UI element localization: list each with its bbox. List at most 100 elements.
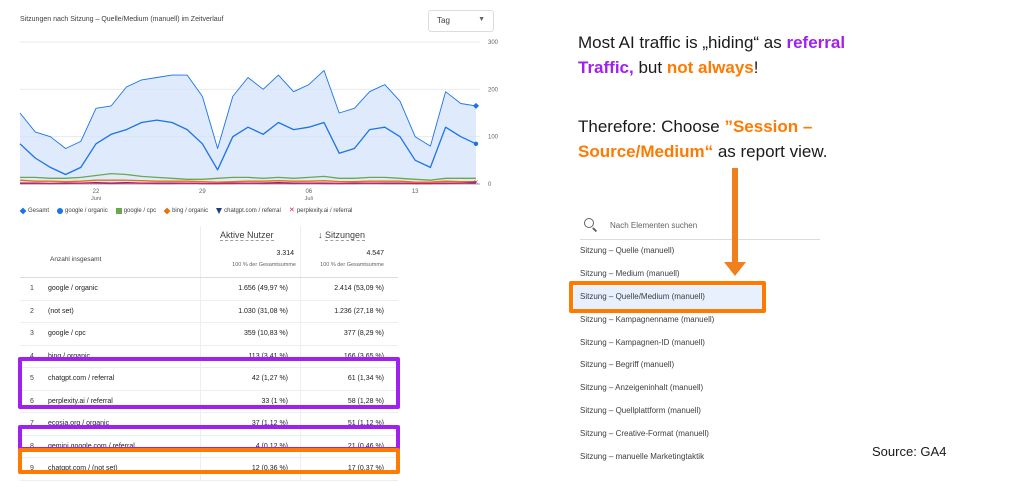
menu-item[interactable]: Sitzung – Kampagnenname (manuell) xyxy=(580,314,715,324)
row-active-users: 42 (1,27 %) xyxy=(251,375,288,382)
data-point xyxy=(384,180,386,182)
data-point xyxy=(293,183,295,185)
data-point xyxy=(323,183,325,185)
row-dimension[interactable]: google / organic xyxy=(48,285,98,292)
table-row[interactable]: 8 gemini.google.com / referral 4 (0,12 %) 2… xyxy=(20,435,398,458)
menu-item[interactable]: Sitzung – Kampagnen-ID (manuell) xyxy=(580,337,705,347)
dimension-search[interactable] xyxy=(580,212,820,240)
search-input[interactable] xyxy=(610,216,810,234)
data-point xyxy=(202,181,204,183)
data-point xyxy=(308,182,310,184)
data-point xyxy=(126,182,128,184)
data-point xyxy=(156,183,158,185)
legend-item[interactable]: Gesamt xyxy=(19,207,49,215)
data-point xyxy=(80,177,82,179)
legend-item[interactable]: chatgpt.com / referral xyxy=(216,208,281,214)
data-point xyxy=(384,126,386,128)
data-point xyxy=(247,177,249,179)
highlight-referral-purple xyxy=(18,357,400,409)
data-point xyxy=(202,183,204,185)
granularity-value: Tag xyxy=(437,16,450,25)
legend-item[interactable]: bing / organic xyxy=(163,207,208,215)
data-point xyxy=(369,177,371,179)
data-point xyxy=(293,91,295,93)
data-point xyxy=(430,167,432,169)
data-point xyxy=(19,183,21,185)
table-row[interactable]: 7 ecosia.org / organic 37 (1,12 %) 51 (1,12… xyxy=(20,413,398,436)
menu-item[interactable]: Sitzung – Quelle/Medium (manuell) xyxy=(574,285,764,309)
data-point xyxy=(19,143,21,145)
data-point xyxy=(110,179,112,181)
arrow-down-icon xyxy=(724,262,746,276)
data-point xyxy=(95,143,97,145)
data-point xyxy=(171,122,173,124)
data-point xyxy=(369,129,371,131)
data-point xyxy=(65,148,67,150)
menu-item[interactable]: Sitzung – Creative-Format (manuell) xyxy=(580,429,709,439)
table-row[interactable]: 2 (not set) 1.030 (31,08 %) 1.236 (27,18 %) xyxy=(20,300,398,323)
data-point xyxy=(460,103,462,105)
granularity-dropdown[interactable]: Tag ▼ xyxy=(428,10,494,32)
data-point xyxy=(156,119,158,121)
data-point xyxy=(247,77,249,79)
column-header-sessions[interactable]: ↓ Sitzungen xyxy=(318,230,366,241)
row-active-users: 4 (0,12 %) xyxy=(255,442,288,450)
row-sessions: 61 (1,34 %) xyxy=(347,375,384,382)
legend-swatch xyxy=(216,208,223,214)
legend-swatch xyxy=(19,207,27,215)
data-point xyxy=(156,77,158,79)
x-tick-sublabel: Juli xyxy=(305,196,313,202)
menu-item[interactable]: Sitzung – manuelle Marketingtaktik xyxy=(580,452,705,462)
row-dimension[interactable]: (not set) xyxy=(48,307,74,315)
menu-item[interactable]: Sitzung – Medium (manuell) xyxy=(580,268,680,278)
data-point xyxy=(323,70,325,72)
table-row[interactable]: 1 google / organic 1.656 (49,97 %) 2.414 (5… xyxy=(20,278,398,301)
data-point xyxy=(217,148,219,150)
data-point xyxy=(278,177,280,179)
row-sessions: 17 (0,37 %) xyxy=(347,465,384,472)
data-point xyxy=(308,180,310,182)
row-sessions: 1.236 (27,18 %) xyxy=(334,307,384,315)
data-point xyxy=(50,183,52,185)
data-point xyxy=(19,177,21,179)
data-point xyxy=(445,180,447,182)
row-index: 2 xyxy=(30,307,34,315)
row-dimension[interactable]: chatgpt.com / referral xyxy=(48,375,115,382)
table-row[interactable]: 3 google / cpc 359 (10,83 %) 377 (8,29 %) xyxy=(20,323,398,346)
menu-item[interactable]: Sitzung – Quelle (manuell) xyxy=(580,246,675,255)
menu-item[interactable]: Sitzung – Quellplattform (manuell) xyxy=(580,406,701,416)
dimension-menu: Sitzung – Quelle (manuell) Sitzung – Medi… xyxy=(574,240,764,469)
row-dimension[interactable]: perplexity.ai / referral xyxy=(48,397,113,405)
table-row[interactable]: 5 chatgpt.com / referral 42 (1,27 %) 61 (1,… xyxy=(20,368,398,391)
row-dimension[interactable]: bing / organic xyxy=(48,352,91,360)
sort-desc-icon: ↓ xyxy=(318,230,323,240)
data-point xyxy=(19,112,21,114)
table-row[interactable]: 9 chatgpt.com / (not set) 12 (0,36 %) 17 (0… xyxy=(20,458,398,481)
legend-item[interactable]: ✕ perplexity.ai / referral xyxy=(289,207,353,214)
data-point xyxy=(354,148,356,150)
data-point xyxy=(232,136,234,138)
series-line xyxy=(20,172,476,181)
data-point xyxy=(171,183,173,185)
table-row[interactable]: 6 perplexity.ai / referral 33 (1 %) 58 (1,2… xyxy=(20,390,398,413)
column-header-active-users[interactable]: Aktive Nutzer xyxy=(220,230,274,241)
legend-item[interactable]: google / organic xyxy=(57,208,108,214)
legend-item[interactable]: google / cpc xyxy=(115,208,156,214)
data-point xyxy=(202,96,204,98)
chevron-down-icon: ▼ xyxy=(478,16,485,23)
data-point xyxy=(414,136,416,138)
menu-item[interactable]: Sitzung – Begriff (manuell) xyxy=(580,360,675,370)
row-dimension[interactable]: chatgpt.com / (not set) xyxy=(48,465,118,472)
data-point xyxy=(445,178,447,180)
data-point xyxy=(338,178,340,180)
data-point xyxy=(445,91,447,93)
row-dimension[interactable]: ecosia.org / organic xyxy=(48,420,110,427)
data-point xyxy=(384,183,386,185)
data-point xyxy=(95,182,97,184)
data-point xyxy=(399,100,401,102)
table-row[interactable]: 4 bing / organic 113 (3,41 %) 166 (3,65 %) xyxy=(20,345,398,368)
source-label: Source: GA4 xyxy=(872,444,947,459)
menu-item[interactable]: Sitzung – Anzeigeninhalt (manuell) xyxy=(580,383,704,393)
row-dimension[interactable]: google / cpc xyxy=(48,330,86,337)
row-dimension[interactable]: gemini.google.com / referral xyxy=(48,442,135,450)
